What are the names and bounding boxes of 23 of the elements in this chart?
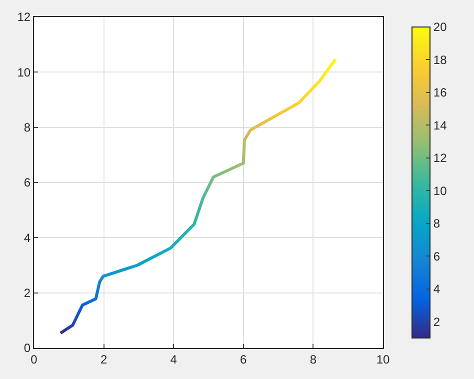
- y-tick-label: 0: [24, 341, 31, 356]
- y-tick-label: 2: [24, 286, 31, 300]
- x-tick-label: 6: [240, 352, 248, 366]
- x-tick-label: 4: [170, 352, 178, 366]
- color-bar-label: 20: [433, 20, 448, 34]
- color-bar-label: 12: [433, 151, 448, 166]
- y-tick-label: 8: [24, 120, 31, 135]
- y-tick-label: 6: [24, 176, 31, 190]
- color-bar-label: 4: [433, 282, 440, 296]
- color-bar-label: 8: [433, 216, 440, 231]
- y-tick-label: 4: [24, 230, 31, 245]
- y-tick-label: 10: [17, 65, 31, 80]
- color-bar-label: 16: [433, 86, 448, 100]
- line-series: [59, 58, 338, 335]
- color-bar-label: 2: [433, 314, 440, 329]
- y-tick-label: 12: [17, 10, 31, 24]
- color-bar-label: 14: [433, 118, 448, 132]
- x-tick-label: 10: [376, 352, 390, 366]
- color-bar-label: 18: [433, 52, 448, 67]
- color-bar-label: 10: [433, 184, 448, 198]
- x-tick-label: 8: [310, 352, 317, 366]
- x-tick-label: 2: [100, 352, 108, 366]
- color-bar-label: 6: [433, 249, 440, 264]
